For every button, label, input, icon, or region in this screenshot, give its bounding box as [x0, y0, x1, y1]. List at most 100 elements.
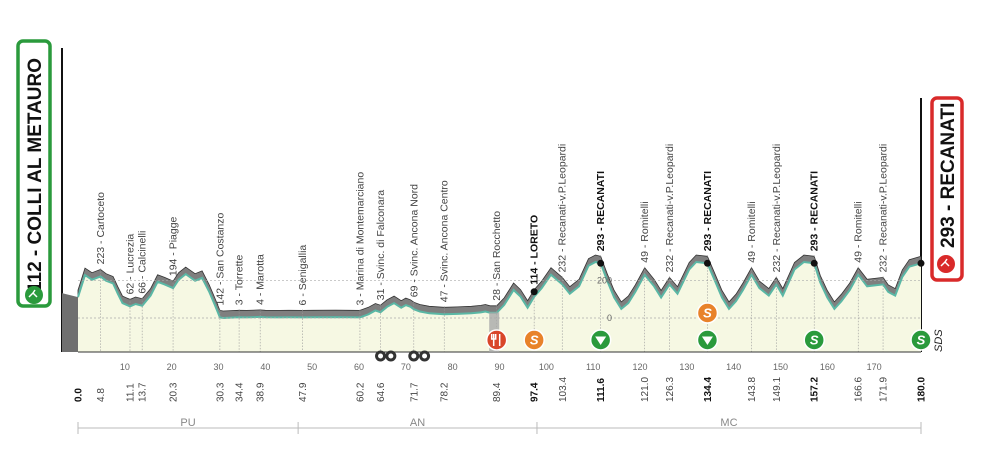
x-tick-110: 110 [586, 362, 600, 372]
waypoint-label-4: 142 - San Costanzo [214, 212, 226, 305]
letter-s-icon-3: S [696, 302, 719, 324]
sds-label: SDS [933, 329, 945, 352]
region-label-0: PU [180, 417, 195, 429]
x-tick-30: 30 [213, 362, 223, 372]
kom-triangle-4 [701, 336, 713, 345]
km-label-8: 47.9 [298, 382, 309, 402]
roundabout-inner-1 [388, 353, 394, 359]
km-label-19: 134.4 [703, 377, 714, 402]
marker-bg-0 [485, 329, 508, 351]
finish-altitude: 293 [938, 216, 959, 248]
km-label-15: 103.4 [558, 377, 569, 402]
route-markers: S S S S [375, 302, 932, 362]
start-label-box: 112 - COLLI AL METAURO [16, 39, 52, 308]
terrain-area [78, 262, 921, 352]
x-tick-160: 160 [820, 362, 835, 372]
km-label-14: 97.4 [530, 382, 541, 402]
waypoint-label-17: 232 - Recanati-v.P.Leopardi [664, 144, 676, 273]
svg-text:112 - COLLI AL METAURO: 112 - COLLI AL METAURO [25, 58, 46, 292]
region-label-1: AN [410, 417, 425, 429]
waypoint-label-19: 49 - Romitelli [746, 201, 758, 262]
x-tick-120: 120 [632, 362, 647, 372]
km-label-22: 157.2 [810, 377, 821, 402]
km-label-12: 78.2 [440, 382, 451, 402]
marker-bg-1 [523, 329, 545, 351]
waypoint-label-18: 293 - RECANATI [702, 171, 714, 251]
marker-bg-6 [910, 329, 932, 351]
km-label-10: 64.6 [376, 382, 387, 402]
x-tick-150: 150 [773, 362, 788, 372]
waypoint-label-1: 62 - Lucrezia [124, 234, 136, 295]
km-label-6: 34.4 [235, 382, 246, 402]
waypoint-label-16: 49 - Romitelli [639, 201, 651, 262]
waypoint-label-11: 47 - Svinc. Ancona Centro [439, 180, 451, 302]
km-label-5: 30.3 [215, 382, 226, 402]
waypoint-label-10: 69 - Svinc. Ancona Nord [408, 184, 420, 297]
x-tick-10: 10 [120, 362, 130, 372]
x-tick-90: 90 [494, 362, 504, 372]
fork-knife-glyph-0 [490, 334, 501, 346]
km-label-3: 13.7 [138, 382, 149, 402]
km-label-21: 149.1 [772, 377, 783, 402]
start-block [62, 293, 78, 352]
km-axis: 10 20 30 40 50 60 70 80 90 100 110 120 130 140 150 160 1… [74, 351, 928, 434]
km-label-11: 71.7 [409, 382, 420, 402]
waypoint-labels: 223 - Cartoceto 62 - Lucrezia 66 - Calcine… [95, 144, 925, 352]
km-label-18: 126.3 [665, 377, 676, 402]
circuit-dot-1 [703, 259, 711, 267]
waypoint-label-0: 223 - Cartoceto [95, 192, 107, 265]
marker-text-1: S [530, 333, 539, 348]
triangle-down-icon-4 [696, 329, 719, 351]
waypoint-label-12: 28 - San Rocchetto [491, 211, 503, 301]
kom-triangle-2 [595, 336, 607, 345]
finish-name: RECANATI [938, 103, 959, 200]
finish-label-box: 293 - RECANATI [930, 96, 964, 282]
letter-s-icon-6: S [910, 329, 932, 351]
x-tick-170: 170 [867, 362, 882, 372]
x-tick-130: 130 [679, 362, 694, 372]
alt-tick-0: 0 [607, 313, 612, 323]
waypoint-label-3: 194 - Piagge [168, 216, 180, 276]
km-label-1: 4.8 [96, 388, 107, 402]
x-tick-80: 80 [448, 362, 458, 372]
km-label-9: 60.2 [355, 382, 366, 402]
waypoint-label-22: 49 - Romitelli [853, 201, 865, 262]
circuit-dot-3 [917, 259, 925, 267]
alt-tick-200: 200 [597, 276, 612, 286]
marker-bg-5 [803, 329, 825, 351]
roundabout-inner-2 [411, 353, 417, 359]
km-label-2: 11.1 [125, 383, 136, 402]
marker-text-6: S [917, 333, 926, 348]
waypoint-label-13: 114 - LORETO [529, 215, 541, 285]
marker-text-5: S [810, 333, 819, 348]
km-label-16: 111.6 [596, 378, 607, 402]
km-label-20: 143.8 [747, 377, 758, 402]
waypoint-label-21: 293 - RECANATI [809, 171, 821, 251]
letter-s-icon-5: S [803, 329, 825, 351]
km-label-4: 20.3 [169, 382, 180, 402]
waypoint-label-9: 31 - Svinc. di Falconara [375, 190, 387, 300]
km-label-24: 171.9 [879, 377, 890, 402]
km-label-0: 0.0 [74, 388, 85, 402]
x-tick-40: 40 [260, 362, 270, 372]
marker-bg-3 [696, 302, 719, 324]
waypoint-label-20: 232 - Recanati-v.P.Leopardi [771, 144, 783, 273]
marker-text-3: S [703, 306, 712, 321]
km-label-13: 89.4 [492, 382, 503, 402]
start-separator: - [25, 244, 46, 261]
km-label-23: 166.6 [854, 377, 865, 402]
waypoint-label-5: 3 - Torrette [234, 255, 246, 306]
km-label-17: 121.0 [640, 377, 651, 402]
km-label-25: 180.0 [917, 377, 928, 402]
roundabout-inner-3 [422, 353, 428, 359]
start-name: COLLI AL METAURO [25, 58, 46, 244]
loreto-dot [530, 288, 538, 296]
waypoint-label-23: 232 - Recanati-v.P.Leopardi [878, 144, 890, 273]
letter-s-icon-1: S [523, 329, 545, 351]
triangle-down-icon-2 [589, 329, 612, 351]
x-tick-100: 100 [539, 362, 554, 372]
start-altitude: 112 [25, 261, 46, 292]
fork-knife-icon-0 [485, 329, 508, 351]
